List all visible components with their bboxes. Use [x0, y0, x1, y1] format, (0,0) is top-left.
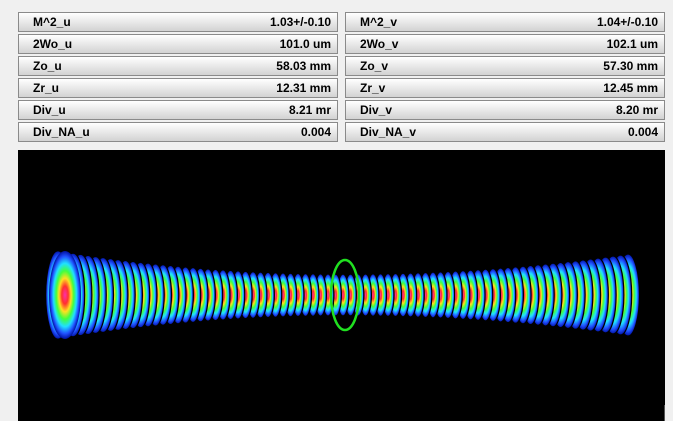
result-row: Div_v 8.20 mr	[345, 100, 665, 120]
result-value: 8.20 mr	[616, 103, 658, 117]
result-value: 8.21 mr	[289, 103, 331, 117]
result-value: 1.04+/-0.10	[597, 15, 658, 29]
result-row: Zr_u 12.31 mm	[18, 78, 338, 98]
result-label: Zo_u	[33, 59, 62, 73]
result-value: 12.45 mm	[603, 81, 658, 95]
result-row: M^2_v 1.04+/-0.10	[345, 12, 665, 32]
result-value: 0.004	[628, 125, 658, 139]
result-label: Div_NA_u	[33, 125, 90, 139]
result-label: Zo_v	[360, 59, 388, 73]
result-row: Zr_v 12.45 mm	[345, 78, 665, 98]
result-value: 1.03+/-0.10	[270, 15, 331, 29]
result-label: Zr_v	[360, 81, 385, 95]
result-label: 2Wo_u	[33, 37, 72, 51]
result-label: M^2_u	[33, 15, 71, 29]
result-value: 12.31 mm	[276, 81, 331, 95]
result-value: 101.0 um	[280, 37, 331, 51]
result-row: Zo_v 57.30 mm	[345, 56, 665, 76]
results-table-v: M^2_v 1.04+/-0.10 2Wo_v 102.1 um Zo_v 57.30 m…	[345, 12, 665, 144]
caustic-view	[18, 150, 665, 421]
app-window: {"u": {"rows": [ {"label": "M^2_u", "val…	[0, 0, 673, 421]
result-row: Zo_u 58.03 mm	[18, 56, 338, 76]
result-value: 58.03 mm	[276, 59, 331, 73]
result-label: M^2_v	[360, 15, 397, 29]
result-label: Div_NA_v	[360, 125, 416, 139]
result-label: Zr_u	[33, 81, 59, 95]
result-row: 2Wo_v 102.1 um	[345, 34, 665, 54]
result-row: Div_NA_v 0.004	[345, 122, 665, 142]
result-row: M^2_u 1.03+/-0.10	[18, 12, 338, 32]
result-value: 102.1 um	[607, 37, 658, 51]
result-label: 2Wo_v	[360, 37, 398, 51]
result-label: Div_u	[33, 103, 66, 117]
result-value: 0.004	[301, 125, 331, 139]
result-row: 2Wo_u 101.0 um	[18, 34, 338, 54]
result-row: Div_u 8.21 mr	[18, 100, 338, 120]
beam-front	[49, 251, 81, 339]
results-table-u: M^2_u 1.03+/-0.10 2Wo_u 101.0 um Zo_u 58.03 m…	[18, 12, 338, 144]
window-edge	[664, 405, 665, 421]
result-value: 57.30 mm	[603, 59, 658, 73]
result-label: Div_v	[360, 103, 392, 117]
result-row: Div_NA_u 0.004	[18, 122, 338, 142]
